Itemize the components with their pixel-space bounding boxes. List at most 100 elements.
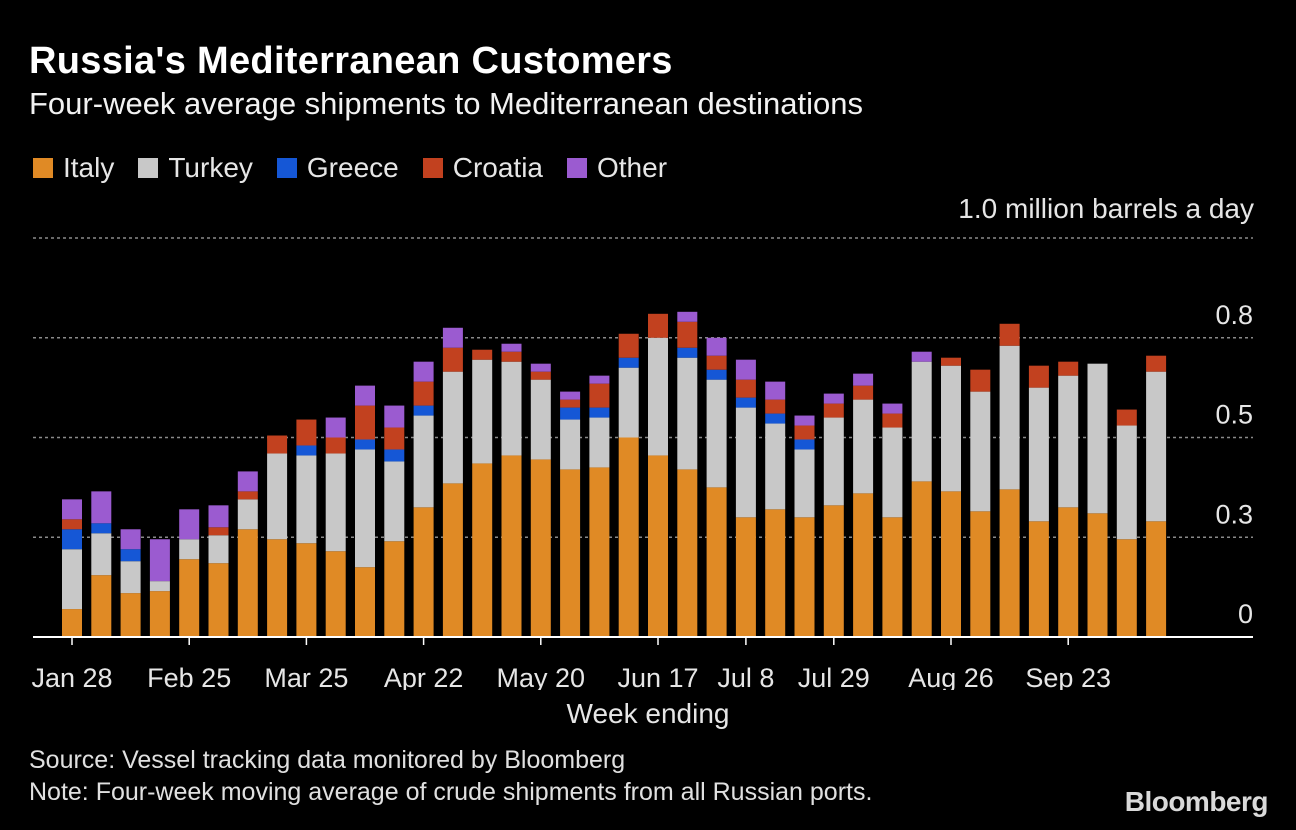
bar-segment-italy bbox=[355, 567, 375, 637]
bar-segment-turkey bbox=[560, 419, 581, 470]
x-tick-label: Jan 28 bbox=[31, 663, 112, 690]
bar-segment-croatia bbox=[765, 399, 786, 414]
bar-segment-other bbox=[589, 375, 610, 384]
bar-segment-croatia bbox=[413, 381, 434, 406]
y-tick-label: 0 bbox=[1238, 599, 1253, 629]
x-tick-label: Sep 23 bbox=[1025, 663, 1111, 690]
legend-item-turkey: Turkey bbox=[138, 152, 253, 184]
bar-segment-greece bbox=[706, 369, 727, 380]
bar-segment-italy bbox=[1116, 539, 1137, 637]
bar-segment-greece bbox=[413, 405, 434, 416]
bar-segment-italy bbox=[853, 493, 874, 637]
bar-segment-turkey bbox=[472, 359, 493, 464]
bar-segment-turkey bbox=[882, 427, 903, 518]
chart-subtitle: Four-week average shipments to Mediterra… bbox=[29, 86, 864, 121]
bar-segment-other bbox=[384, 405, 405, 428]
bar-segment-turkey bbox=[62, 549, 82, 610]
bar-segment-turkey bbox=[765, 423, 786, 510]
x-axis-title-text: Week ending bbox=[566, 698, 730, 729]
bar-segment-other bbox=[677, 311, 698, 322]
bar-segment-greece bbox=[355, 439, 375, 450]
bar-segment-greece bbox=[120, 549, 141, 562]
bar-segment-italy bbox=[442, 483, 463, 637]
bar-segment-greece bbox=[677, 347, 698, 358]
bar-segment-croatia bbox=[999, 323, 1020, 346]
source-note: Source: Vessel tracking data monitored b… bbox=[29, 746, 626, 774]
bar-segment-italy bbox=[765, 509, 786, 637]
bar-segment-turkey bbox=[823, 417, 844, 506]
legend-label: Italy bbox=[63, 152, 115, 183]
bar-segment-other bbox=[853, 373, 874, 386]
bar-segment-italy bbox=[501, 455, 522, 637]
bar-segment-italy bbox=[472, 463, 493, 637]
y-tick-label: 0.3 bbox=[1215, 499, 1253, 529]
bar-segment-other bbox=[413, 361, 434, 382]
x-tick-label: Jul 29 bbox=[798, 663, 870, 690]
bar-segment-croatia bbox=[1146, 355, 1167, 372]
bar-segment-croatia bbox=[296, 419, 317, 446]
bar-segment-greece bbox=[91, 523, 112, 534]
bar-segment-greece bbox=[589, 407, 610, 418]
bar-segment-italy bbox=[970, 511, 991, 637]
bar-segment-turkey bbox=[706, 379, 727, 488]
bar-segment-greece bbox=[618, 357, 639, 368]
bar-segment-italy bbox=[149, 591, 170, 637]
x-tick-label: Mar 25 bbox=[264, 663, 348, 690]
bar-segment-other bbox=[823, 393, 844, 404]
bar-segment-croatia bbox=[530, 371, 551, 380]
bar-segment-italy bbox=[941, 491, 961, 637]
bar-segment-other bbox=[325, 417, 346, 438]
bar-segment-italy bbox=[1028, 521, 1049, 637]
bar-segment-croatia bbox=[589, 383, 610, 408]
legend-swatch bbox=[138, 158, 159, 178]
bar-segment-turkey bbox=[1028, 387, 1049, 522]
legend-label: Turkey bbox=[168, 152, 253, 183]
bar-segment-croatia bbox=[648, 313, 668, 338]
bar-segment-croatia bbox=[882, 413, 903, 428]
bar-segment-other bbox=[560, 391, 581, 400]
x-tick-label: May 20 bbox=[497, 663, 586, 690]
legend-label: Croatia bbox=[452, 152, 543, 183]
bar-segment-italy bbox=[1058, 507, 1079, 637]
bar-segment-other bbox=[237, 471, 258, 492]
bar-segment-croatia bbox=[941, 357, 961, 366]
x-axis-title: Week ending bbox=[0, 698, 1296, 730]
legend-swatch bbox=[422, 158, 443, 178]
legend-label: Other bbox=[597, 152, 668, 183]
bar-segment-turkey bbox=[677, 357, 698, 470]
bar-segment-italy bbox=[325, 551, 346, 637]
stacked-bar-chart: 0 0.3 0.5 0.8 Jan 28 Feb 25 Mar 25 Apr 22 May 20… bbox=[31, 237, 1253, 690]
bar-segment-italy bbox=[735, 517, 756, 637]
bar-segment-turkey bbox=[384, 461, 405, 542]
bar-segment-turkey bbox=[589, 417, 610, 468]
bar-segment-croatia bbox=[735, 379, 756, 398]
bar-segment-italy bbox=[911, 481, 932, 637]
bar-segment-turkey bbox=[970, 391, 991, 512]
bar-segment-italy bbox=[823, 505, 844, 637]
bar-segment-italy bbox=[237, 529, 258, 637]
bar-segment-turkey bbox=[208, 535, 229, 564]
bar-segment-turkey bbox=[999, 345, 1020, 490]
bar-segment-turkey bbox=[648, 337, 668, 456]
y-axis-unit-label: 1.0 million barrels a day bbox=[958, 193, 1254, 224]
bar-segment-other bbox=[208, 505, 229, 528]
bar-segment-turkey bbox=[91, 533, 112, 576]
bar-segment-italy bbox=[384, 541, 405, 637]
bar-segment-croatia bbox=[355, 405, 375, 440]
legend-item-croatia: Croatia bbox=[422, 152, 543, 184]
bar-segment-croatia bbox=[267, 435, 288, 454]
bar-segment-greece bbox=[296, 445, 317, 456]
bar-segment-croatia bbox=[794, 425, 815, 440]
bar-segment-other bbox=[911, 351, 932, 362]
bar-segment-croatia bbox=[237, 491, 258, 500]
footnote: Note: Four-week moving average of crude … bbox=[29, 778, 873, 806]
bar-segment-croatia bbox=[442, 347, 463, 372]
bar-segment-turkey bbox=[911, 361, 932, 482]
legend-label: Greece bbox=[306, 152, 399, 183]
bar-segment-other bbox=[706, 337, 727, 356]
bar-segment-other bbox=[501, 343, 522, 352]
bar-segment-turkey bbox=[325, 453, 346, 552]
x-tick-label: Aug 26 bbox=[908, 663, 994, 690]
legend-swatch bbox=[276, 158, 297, 178]
bar-segment-croatia bbox=[472, 349, 493, 360]
